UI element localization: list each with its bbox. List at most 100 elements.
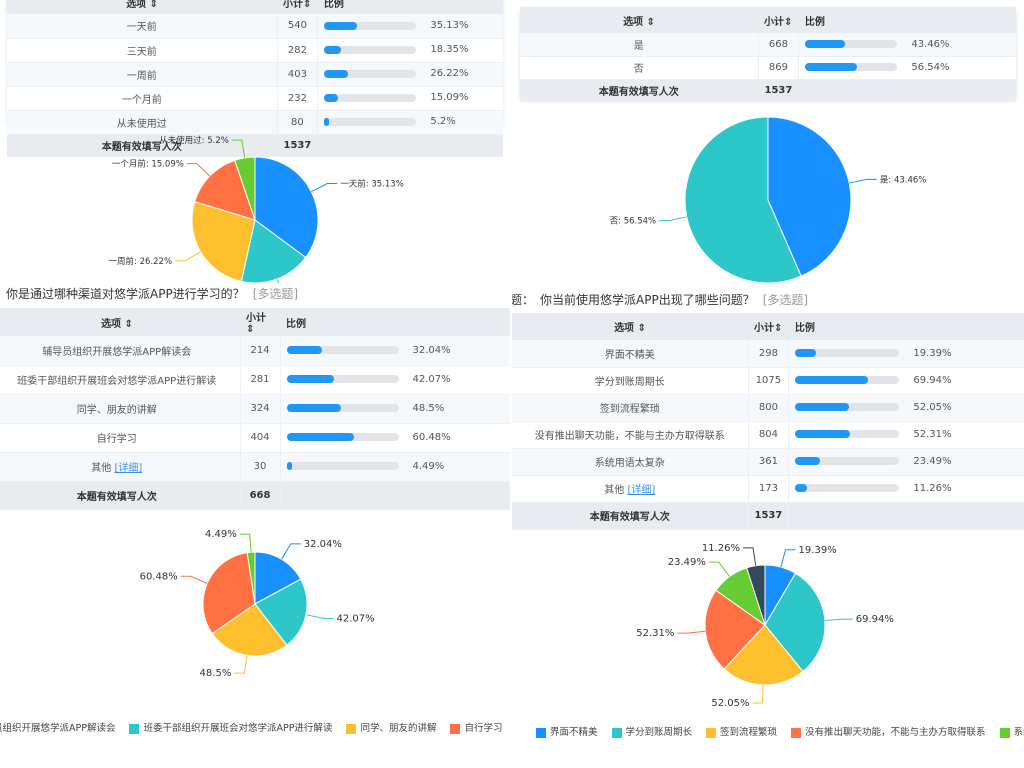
legend-item[interactable]: 签到流程繁琐 <box>706 726 777 740</box>
legend-label: 系统用语太复杂 <box>1013 727 1024 738</box>
ratio-bar-fill <box>805 40 846 48</box>
q4-prefix: 题： <box>512 293 535 307</box>
option-label: 签到流程繁琐 <box>512 394 748 422</box>
pie-label-line <box>677 630 706 634</box>
table-header: 选项 ⇕ 小计⇕ 比例 <box>512 313 1024 340</box>
ratio-bar <box>286 375 399 384</box>
table-header: 选项 ⇕ 小计⇕ 比例 <box>520 7 1016 33</box>
option-text: 班委干部组织开展班会对悠学派APP进行解读 <box>17 376 217 387</box>
ratio-bar <box>795 376 900 385</box>
pie-slice[interactable] <box>191 201 256 283</box>
header-count[interactable]: 小计⇕ <box>277 0 318 14</box>
table-row: 学分到账周期长 1075 69.94% <box>512 367 1024 395</box>
table-row: 一天前 540 35.13% <box>7 14 503 39</box>
footer-blank <box>317 134 503 157</box>
option-count: 282 <box>276 38 319 63</box>
pie-label: 60.48% <box>140 571 178 582</box>
legend-item[interactable]: 没有推出聊天功能，不能与主办方取得联系 <box>791 726 986 740</box>
pie-label: 从未使用过: 5.2% <box>159 135 229 146</box>
ratio-bar-fill <box>795 403 850 412</box>
detail-link[interactable]: [详细] <box>627 485 656 496</box>
option-count: 540 <box>276 14 319 39</box>
pie-slice[interactable] <box>254 578 308 646</box>
option-count: 668 <box>757 33 800 57</box>
footer-blank <box>280 481 510 510</box>
table-row: 同学、朋友的讲解 324 48.5% <box>0 394 510 424</box>
pie-label-line <box>311 183 338 193</box>
table-footer: 本题有效填写人次 1537 <box>7 134 503 157</box>
legend-item[interactable]: 班委干部组织开展班会对悠学派APP进行解读 <box>129 720 332 734</box>
table-row: 一周前 403 26.22% <box>7 62 503 87</box>
ratio-bar-fill <box>286 375 334 384</box>
q4-table: 选项 ⇕ 小计⇕ 比例 界面不精美 298 19.39% 学分到账周期长 1075 69.94%… <box>512 313 1024 530</box>
ratio-bar <box>795 484 900 493</box>
legend-swatch <box>450 723 461 734</box>
table-header: 选项 ⇕ 小计⇕ 比例 <box>0 308 510 336</box>
pie-label: 4.49% <box>205 529 237 540</box>
option-count: 173 <box>747 475 790 503</box>
footer-blank <box>788 502 1024 530</box>
ratio-bar <box>286 462 399 471</box>
q2-table: 选项 ⇕ 小计⇕ 比例是 668 43.46% 否 869 56.54% 本题有效填写人次 153… <box>520 7 1016 102</box>
option-count: 80 <box>276 110 319 135</box>
ratio-bar <box>324 21 417 30</box>
option-text: 界面不精美 <box>604 349 655 361</box>
option-ratio: 32.04% <box>280 336 510 366</box>
pie-label: 32.04% <box>304 539 342 550</box>
pie-label: 一周前: 26.22% <box>109 256 172 267</box>
legend-item[interactable]: 自行学习 <box>450 720 502 734</box>
ratio-percent: 35.13% <box>430 20 469 31</box>
option-text: 一天前 <box>126 22 157 34</box>
pie-slice[interactable] <box>240 219 307 283</box>
option-label: 没有推出聊天功能，不能与主办方取得联系 <box>512 421 748 449</box>
pie-label: 一天前: 35.13% <box>340 179 403 190</box>
header-option[interactable]: 选项 ⇕ <box>520 7 758 33</box>
option-label: 系统用语太复杂 <box>512 448 748 476</box>
option-count: 298 <box>747 340 790 368</box>
ratio-bar-fill <box>795 349 816 357</box>
pie-label: 52.05% <box>711 698 749 709</box>
legend-item[interactable]: 学分到账周期长 <box>611 726 692 740</box>
ratio-bar <box>324 93 417 102</box>
header-option[interactable]: 选项 ⇕ <box>0 308 240 336</box>
panel-q3: 你是通过哪种渠道对悠学派APP进行学习的？ [多选题] 选项 ⇕ 小计⇕ 比例 辅导员组… <box>0 283 510 768</box>
legend-item[interactable]: 界面不精美 <box>536 726 598 740</box>
header-count[interactable]: 小计⇕ <box>240 308 280 336</box>
legend-item[interactable]: 辅导员组织开展悠学派APP解读会 <box>0 720 115 734</box>
q4-question: 你当前使用悠学派APP出现了哪些问题？ <box>540 293 755 307</box>
option-count: 214 <box>239 336 281 366</box>
header-count[interactable]: 小计⇕ <box>748 313 789 340</box>
legend-label: 没有推出聊天功能，不能与主办方取得联系 <box>805 727 986 738</box>
table-row: 自行学习 404 60.48% <box>0 423 510 453</box>
ratio-percent: 60.48% <box>412 431 451 443</box>
option-text: 其他 <box>91 463 112 474</box>
option-text: 一周前 <box>126 70 157 82</box>
q1-table: 选项 ⇕ 小计⇕ 比例 一天前 540 35.13% 三天前 282 18.35% 一周前 403 2… <box>7 0 503 157</box>
pie-label-line <box>305 614 334 619</box>
option-ratio: 11.26% <box>788 475 1024 503</box>
legend-swatch <box>706 727 717 738</box>
pie-label-line <box>742 547 757 566</box>
table-footer: 本题有效填写人次 1537 <box>520 79 1016 102</box>
header-option[interactable]: 选项 ⇕ <box>512 313 748 340</box>
option-ratio: 5.2% <box>317 110 503 135</box>
ratio-bar-fill <box>286 346 323 354</box>
legend-swatch <box>346 723 357 734</box>
table-row: 没有推出聊天功能，不能与主办方取得联系 804 52.31% <box>512 421 1024 449</box>
header-count[interactable]: 小计⇕ <box>758 7 799 33</box>
legend-item[interactable]: 系统用语太复杂 <box>999 726 1024 740</box>
ratio-percent: 26.22% <box>430 68 469 80</box>
pie-slice[interactable] <box>684 116 802 283</box>
detail-link[interactable]: [详细] <box>114 463 143 474</box>
pie-slice[interactable] <box>211 603 288 657</box>
pie-slice[interactable] <box>254 156 319 259</box>
ratio-percent: 42.07% <box>412 373 451 385</box>
header-option[interactable]: 选项 ⇕ <box>7 0 277 14</box>
pie-label: 69.94% <box>856 614 894 625</box>
pie-slice[interactable] <box>746 564 766 626</box>
pie-slice[interactable] <box>767 116 852 277</box>
legend-item[interactable]: 同学、朋友的讲解 <box>346 720 436 734</box>
table-row: 辅导员组织开展悠学派APP解读会 214 32.04% <box>0 336 510 366</box>
pie-label-line <box>231 139 246 158</box>
option-text: 学分到账周期长 <box>594 377 665 388</box>
